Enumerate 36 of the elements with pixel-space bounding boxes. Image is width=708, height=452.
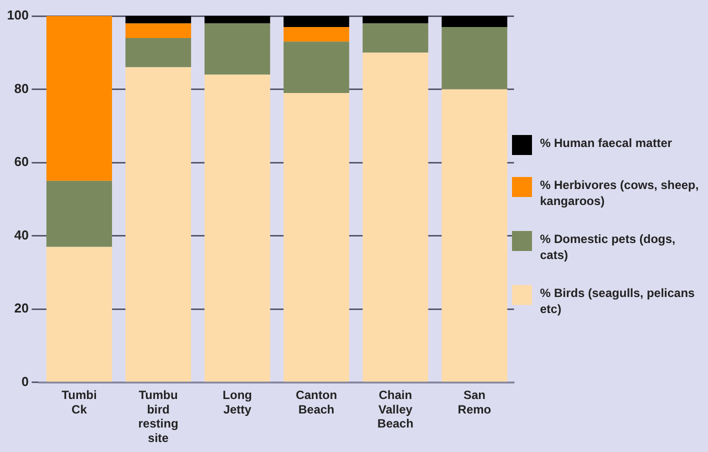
bar: [46, 180, 112, 247]
bar: [442, 89, 508, 382]
bar: [362, 52, 428, 382]
bar: [204, 74, 270, 382]
x-tick-label: Tumbu bird resting site: [138, 388, 178, 446]
bar: [204, 16, 270, 24]
x-tick-label: Chain Valley Beach: [377, 388, 414, 431]
bar: [125, 38, 192, 68]
bar: [442, 26, 508, 90]
bar: [284, 26, 350, 42]
y-tick-label: 60: [14, 154, 29, 170]
bar: [362, 16, 428, 24]
y-tick-label: 100: [6, 8, 29, 23]
bar: [362, 23, 428, 53]
legend-label: % Domestic pets (dogs, cats): [540, 231, 676, 263]
bar: [46, 16, 112, 181]
legend-label: % Birds (seagulls, pelicans etc): [540, 285, 696, 317]
legend-label: % Herbivores (cows, sheep, kangaroos): [540, 177, 700, 209]
bar: [46, 246, 112, 382]
bar: [284, 92, 350, 382]
x-tick-label: Canton Beach: [296, 388, 338, 416]
x-tick-label: San Remo: [458, 388, 492, 416]
y-tick-label: 80: [14, 80, 29, 96]
y-tick-label: 20: [14, 300, 29, 316]
y-tick-label: 0: [21, 374, 29, 389]
bar: [125, 67, 192, 382]
bar: [125, 23, 192, 38]
bar: [284, 42, 350, 93]
y-tick-label: 40: [14, 227, 29, 242]
bar: [442, 16, 508, 27]
bar: [204, 23, 270, 75]
bar: [125, 16, 192, 24]
bar: [284, 16, 350, 27]
x-tick-label: Tumbi Ck: [62, 388, 97, 416]
x-tick-label: Long Jetty: [222, 388, 252, 416]
legend-label: % Human faecal matter: [540, 135, 672, 151]
